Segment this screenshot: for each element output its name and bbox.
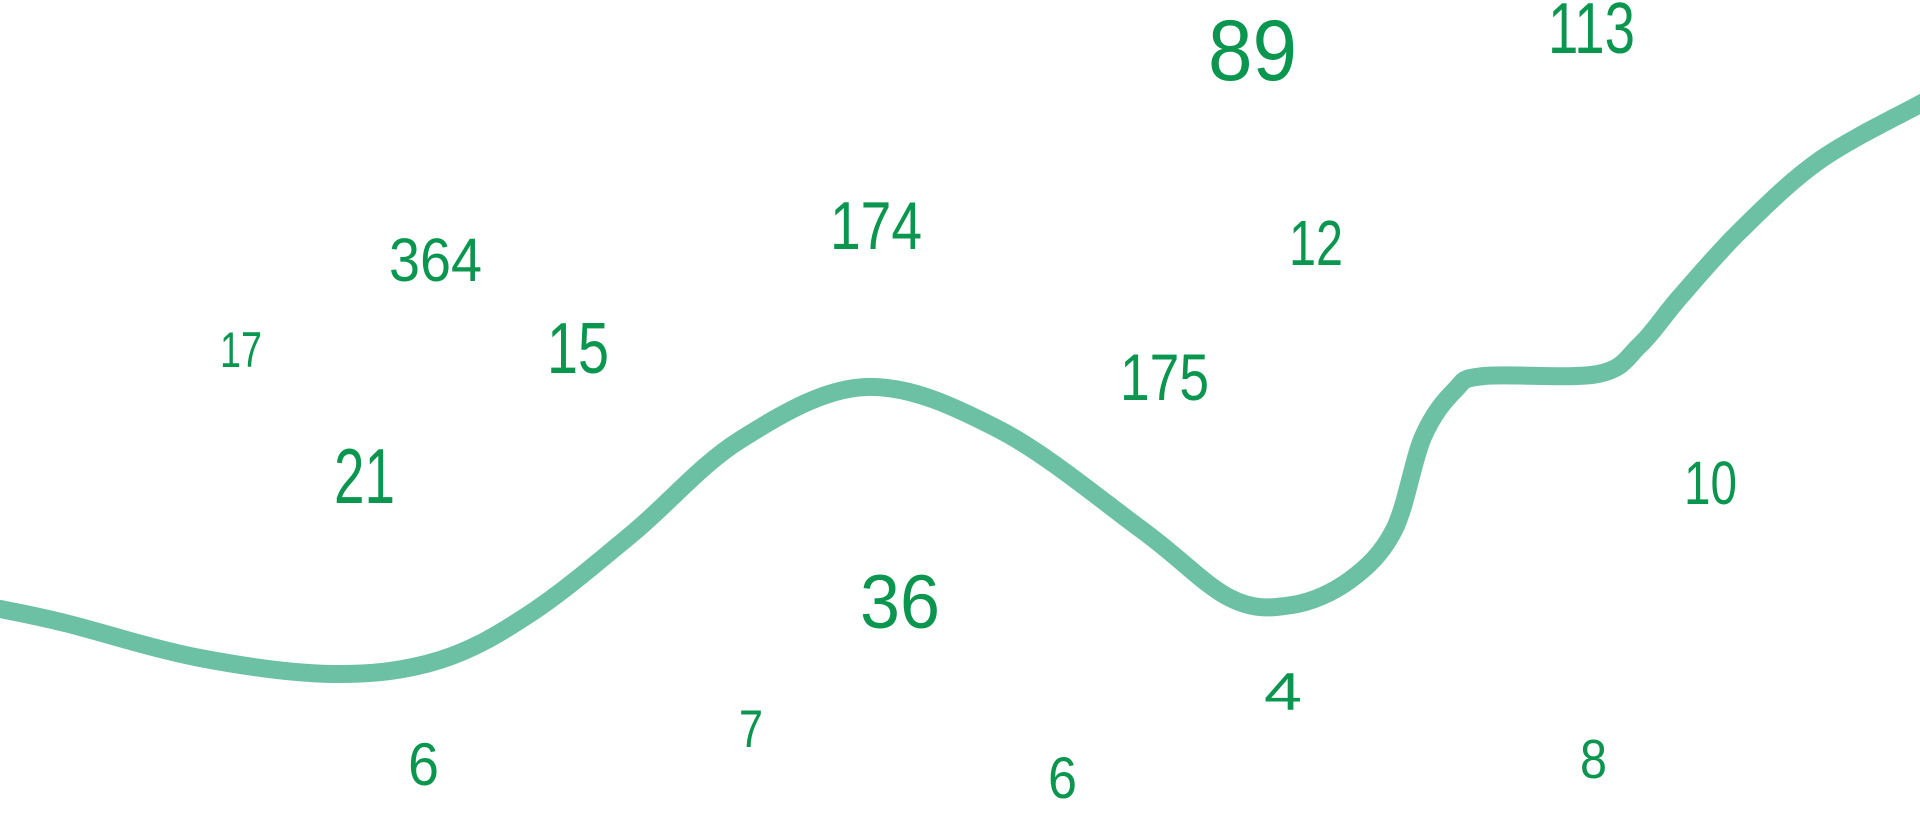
number-label: 89 — [1208, 3, 1297, 99]
number-label: 15 — [547, 309, 609, 389]
number-label: 6 — [1048, 746, 1077, 811]
number-label: 17 — [220, 322, 262, 378]
number-label: 10 — [1684, 449, 1737, 517]
number-label: 113 — [1548, 0, 1635, 69]
number-label: 7 — [739, 700, 763, 759]
number-label: 21 — [334, 432, 395, 520]
number-label: 6 — [408, 731, 439, 798]
number-label: 4 — [1264, 663, 1302, 722]
number-label: 364 — [389, 226, 482, 294]
number-label: 8 — [1580, 728, 1607, 790]
number-label: 12 — [1289, 207, 1343, 279]
number-label: 174 — [830, 188, 922, 264]
wavy-curve — [0, 93, 1920, 684]
number-label: 175 — [1120, 340, 1209, 414]
number-label: 36 — [860, 560, 940, 645]
